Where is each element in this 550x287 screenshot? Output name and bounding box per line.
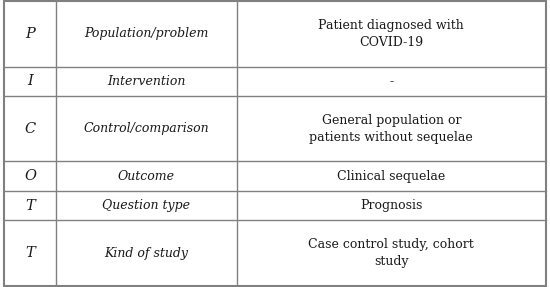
Text: Clinical sequelae: Clinical sequelae: [337, 170, 446, 183]
Text: O: O: [24, 169, 36, 183]
Text: Outcome: Outcome: [118, 170, 175, 183]
Text: Kind of study: Kind of study: [104, 247, 189, 259]
Text: Intervention: Intervention: [107, 75, 186, 88]
Text: Prognosis: Prognosis: [360, 199, 422, 212]
Text: P: P: [25, 27, 35, 41]
Text: Patient diagnosed with
COVID-19: Patient diagnosed with COVID-19: [318, 19, 464, 49]
Text: I: I: [28, 74, 33, 88]
Text: General population or
patients without sequelae: General population or patients without s…: [310, 114, 473, 144]
Text: Question type: Question type: [102, 199, 190, 212]
Text: T: T: [25, 199, 35, 213]
Text: Population/problem: Population/problem: [84, 28, 208, 40]
Text: Case control study, cohort
study: Case control study, cohort study: [309, 238, 474, 268]
Text: C: C: [25, 122, 36, 136]
Text: Control/comparison: Control/comparison: [84, 122, 210, 135]
Text: T: T: [25, 246, 35, 260]
Text: -: -: [389, 75, 393, 88]
